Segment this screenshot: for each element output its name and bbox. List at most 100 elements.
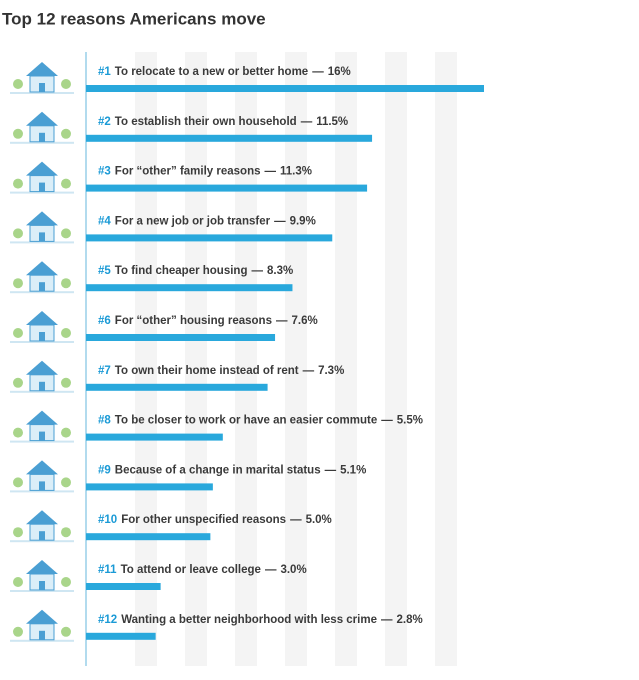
bar-label: #1 To relocate to a new or better home — 16… <box>98 66 351 78</box>
icon-ground <box>10 540 74 543</box>
bar <box>86 483 213 491</box>
separator: — <box>381 415 393 427</box>
bar-label: #7 To own their home instead of rent —7.3% <box>98 365 344 377</box>
icon-ground <box>10 92 74 94</box>
category-label: To establish their own household <box>115 116 297 128</box>
separator: — <box>251 265 263 277</box>
icon-tree <box>61 278 71 289</box>
rank: #7 <box>98 365 111 377</box>
icon-ground <box>10 141 74 144</box>
icon-tree <box>13 79 23 89</box>
icon-tree <box>13 427 23 438</box>
icon-tree <box>61 79 71 89</box>
category-label: For other unspecified reasons <box>121 514 286 526</box>
icon-tree <box>61 377 71 388</box>
icon-tree <box>13 128 23 139</box>
bar-label: #9 Because of a change in marital status —… <box>98 464 366 476</box>
category-label: To be closer to work or have an easier c… <box>115 415 377 427</box>
bar <box>86 234 333 242</box>
value-label: 7.6% <box>291 315 317 327</box>
value-label: 3.0% <box>280 564 306 576</box>
icon-door <box>39 83 45 92</box>
icon-roof <box>26 311 58 325</box>
value-label: 2.8% <box>396 614 422 626</box>
icon-door <box>39 132 45 142</box>
icon-tree <box>61 228 71 239</box>
row-icon <box>10 161 74 194</box>
row-icon <box>10 510 74 543</box>
value-label: 16% <box>328 66 351 78</box>
icon-ground <box>10 291 74 294</box>
icon-tree <box>13 328 23 338</box>
bar <box>86 134 373 142</box>
rank: #4 <box>98 215 111 227</box>
icon-tree <box>13 477 23 488</box>
row-icon <box>10 311 74 343</box>
icon-door <box>39 630 45 640</box>
bar <box>86 632 156 640</box>
bar <box>86 184 368 192</box>
value-label: 9.9% <box>290 215 316 227</box>
icon-roof <box>26 609 58 624</box>
separator: — <box>265 166 277 178</box>
chart-title: Top 12 reasons Americans move <box>2 9 266 28</box>
icon-tree <box>61 577 71 587</box>
row-icon <box>10 460 74 493</box>
stripe <box>335 52 357 666</box>
rank: #1 <box>98 66 111 78</box>
icon-tree <box>61 626 71 637</box>
icon-tree <box>13 527 23 538</box>
value-label: 5.0% <box>306 514 332 526</box>
icon-roof <box>26 360 58 375</box>
bar <box>86 383 268 391</box>
rank: #9 <box>98 464 111 476</box>
row-icon <box>10 261 74 294</box>
icon-roof <box>26 560 58 574</box>
category-label: To own their home instead of rent <box>115 365 299 377</box>
icon-tree <box>13 377 23 388</box>
bar-label: #2 To establish their own household —11.5% <box>98 116 348 128</box>
bar-label: #12 Wanting a better neighborhood with le… <box>98 614 423 626</box>
bar-label: #6 For “other” housing reasons —7.6% <box>98 315 318 327</box>
icon-tree <box>13 626 23 637</box>
category-label: To attend or leave college <box>121 564 261 576</box>
icon-roof <box>26 510 58 525</box>
icon-tree <box>61 128 71 139</box>
icon-tree <box>61 328 71 338</box>
rank: #11 <box>98 564 117 576</box>
rank: #2 <box>98 116 111 128</box>
icon-roof <box>26 111 58 126</box>
icon-door <box>39 332 45 341</box>
icon-tree <box>13 278 23 289</box>
bar <box>86 334 276 341</box>
separator: — <box>312 66 324 78</box>
icon-tree <box>61 477 71 488</box>
rank: #10 <box>98 514 117 526</box>
value-label: 5.5% <box>397 415 423 427</box>
icon-door <box>39 182 45 192</box>
icon-door <box>39 282 45 292</box>
icon-door <box>39 581 45 590</box>
icon-ground <box>10 341 74 343</box>
icon-door <box>39 232 45 242</box>
rank: #6 <box>98 315 111 327</box>
row-icon <box>10 410 74 443</box>
icon-roof <box>26 161 58 176</box>
stripe <box>385 52 407 666</box>
separator: — <box>290 514 302 526</box>
value-label: 11.3% <box>280 166 312 178</box>
category-label: Wanting a better neighborhood with less … <box>121 614 377 626</box>
value-label: 5.1% <box>340 464 366 476</box>
icon-roof <box>26 62 58 76</box>
rank: #12 <box>98 614 117 626</box>
bar-label: #4 For a new job or job transfer — 9.9% <box>98 215 316 227</box>
rank: #5 <box>98 265 111 277</box>
row-icon <box>10 111 74 144</box>
icon-door <box>39 431 45 441</box>
icon-tree <box>13 178 23 189</box>
bar <box>86 433 223 441</box>
icon-tree <box>13 577 23 587</box>
rank: #8 <box>98 415 111 427</box>
separator: — <box>301 116 313 128</box>
